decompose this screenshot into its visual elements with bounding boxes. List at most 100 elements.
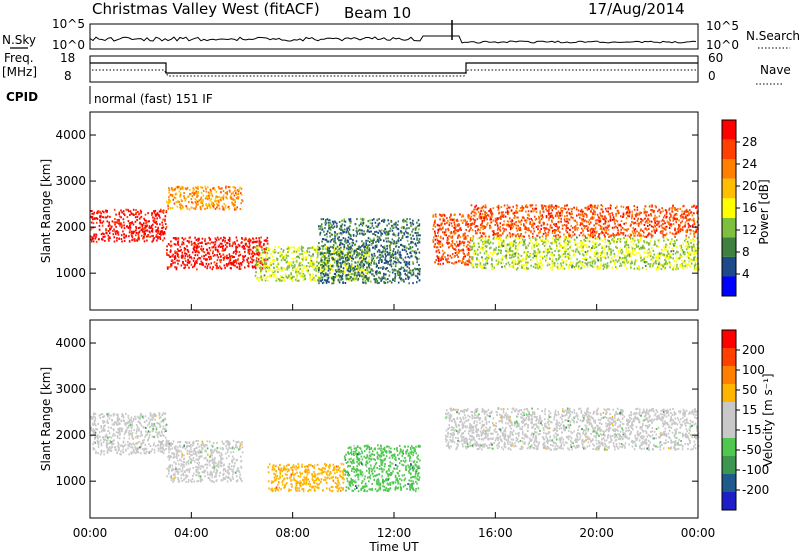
data-cell <box>399 230 402 233</box>
data-cell <box>437 255 440 258</box>
data-cell <box>693 219 695 222</box>
data-cell <box>155 220 158 223</box>
data-cell <box>481 235 483 238</box>
data-cell <box>660 224 663 227</box>
data-cell <box>459 260 461 262</box>
data-cell <box>511 219 514 222</box>
data-cell <box>414 255 417 258</box>
data-cell <box>387 219 389 222</box>
data-cell <box>554 250 556 252</box>
data-cell <box>225 187 227 190</box>
data-cell <box>682 267 685 270</box>
data-cell <box>433 245 436 248</box>
data-cell <box>320 274 322 277</box>
data-cell <box>456 237 459 239</box>
data-cell <box>192 202 194 205</box>
data-cell <box>208 204 211 207</box>
data-cell <box>627 228 630 231</box>
data-cell <box>666 220 669 223</box>
data-cell <box>679 207 681 210</box>
data-cell <box>325 232 328 235</box>
data-cell <box>320 218 323 221</box>
data-cell <box>326 278 329 281</box>
data-cell <box>612 259 615 262</box>
data-cell <box>419 267 421 270</box>
data-cell <box>497 263 499 266</box>
data-cell <box>260 241 262 244</box>
data-cell <box>418 257 420 260</box>
data-cell <box>191 243 193 246</box>
data-cell <box>646 228 648 231</box>
data-cell <box>605 210 608 213</box>
data-cell <box>417 224 419 227</box>
data-cell <box>385 278 387 281</box>
freq-tick-top: 18 <box>60 51 75 65</box>
data-cell <box>300 247 303 250</box>
data-cell <box>352 277 354 280</box>
data-cell <box>185 197 187 200</box>
data-cell <box>644 205 647 208</box>
data-cell <box>337 278 340 281</box>
data-cell <box>565 227 568 229</box>
data-cell <box>172 237 175 240</box>
data-cell <box>531 225 533 228</box>
data-cell <box>463 244 465 247</box>
data-cell <box>409 272 412 275</box>
data-cell <box>290 263 292 266</box>
data-cell <box>148 226 151 229</box>
data-cell <box>532 252 535 255</box>
data-cell <box>512 267 515 270</box>
data-cell <box>442 213 444 216</box>
data-cell <box>387 262 389 265</box>
data-cell <box>255 237 258 240</box>
data-cell <box>244 250 246 253</box>
data-cell <box>363 251 365 254</box>
data-cell <box>482 225 484 228</box>
data-cell <box>411 274 413 276</box>
data-cell <box>459 249 462 252</box>
data-cell <box>620 220 623 222</box>
data-cell <box>296 256 298 258</box>
data-cell <box>611 266 614 269</box>
data-cell <box>229 190 231 193</box>
data-cell <box>472 237 474 240</box>
data-cell <box>343 231 345 233</box>
data-cell <box>671 223 673 226</box>
data-cell <box>417 219 420 222</box>
data-cell <box>481 212 484 215</box>
data-cell <box>518 242 520 245</box>
data-cell <box>651 246 653 249</box>
data-cell <box>363 255 365 258</box>
data-cell <box>567 266 570 269</box>
data-cell <box>678 219 680 222</box>
data-cell <box>337 258 339 261</box>
data-cell <box>393 240 395 243</box>
data-cell <box>167 207 170 210</box>
data-cell <box>500 215 502 218</box>
data-cell <box>517 216 519 219</box>
data-cell <box>406 218 408 221</box>
data-cell <box>321 278 324 281</box>
data-cell <box>526 216 529 219</box>
data-cell <box>503 204 506 207</box>
data-cell <box>473 219 476 222</box>
data-cell <box>207 204 210 207</box>
data-cell <box>437 257 439 259</box>
data-cell <box>161 227 163 230</box>
data-cell <box>408 227 410 230</box>
data-cell <box>643 224 646 226</box>
data-cell <box>385 267 387 270</box>
data-cell <box>433 236 435 239</box>
data-cell <box>291 277 293 280</box>
data-cell <box>355 240 358 243</box>
data-cell <box>201 261 204 264</box>
data-cell <box>397 258 399 261</box>
data-cell <box>237 190 240 193</box>
data-cell <box>655 206 657 209</box>
data-cell <box>210 192 213 195</box>
data-cell <box>247 249 250 252</box>
data-cell <box>401 231 403 234</box>
data-cell <box>266 239 269 242</box>
data-cell <box>548 204 551 207</box>
data-cell <box>596 230 598 233</box>
